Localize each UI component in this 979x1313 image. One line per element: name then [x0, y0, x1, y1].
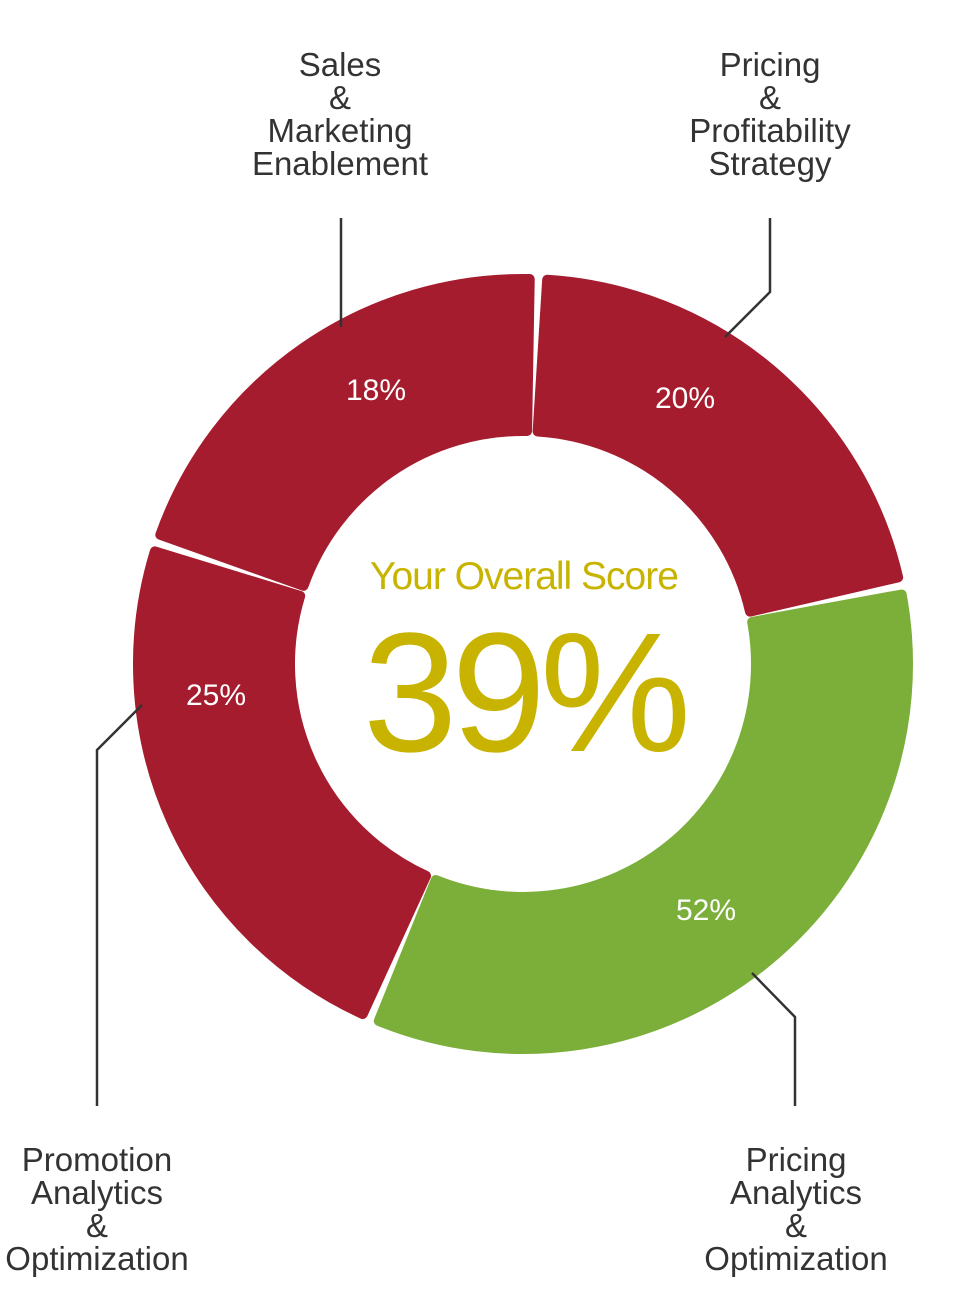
label-pricing-analytics: Pricing Analytics & Optimization: [704, 1141, 888, 1277]
slice-sales-marketing: [155, 274, 535, 591]
overall-score-title: Your Overall Score: [370, 555, 679, 598]
overall-score-value: 39%: [362, 598, 691, 788]
value-label-promotion-analytics: 25%: [186, 679, 246, 712]
label-pricing-profitability: Pricing & Profitability Strategy: [689, 46, 851, 182]
value-label-pricing-profitability: 20%: [655, 382, 715, 415]
slice-pricing-analytics: [373, 589, 913, 1054]
label-sales-marketing: Sales & Marketing Enablement: [251, 46, 429, 182]
leader-line-pricing-profitability: [724, 218, 772, 338]
slice-pricing-profitability: [532, 274, 904, 617]
leader-line-pricing-analytics: [751, 972, 797, 1106]
label-promotion-analytics: Promotion Analytics & Optimization: [5, 1141, 189, 1277]
slice-promotion-analytics: [133, 546, 432, 1020]
value-label-sales-marketing: 18%: [346, 374, 406, 407]
value-label-pricing-analytics: 52%: [676, 894, 736, 927]
leader-line-promotion-analytics: [95, 704, 143, 1106]
